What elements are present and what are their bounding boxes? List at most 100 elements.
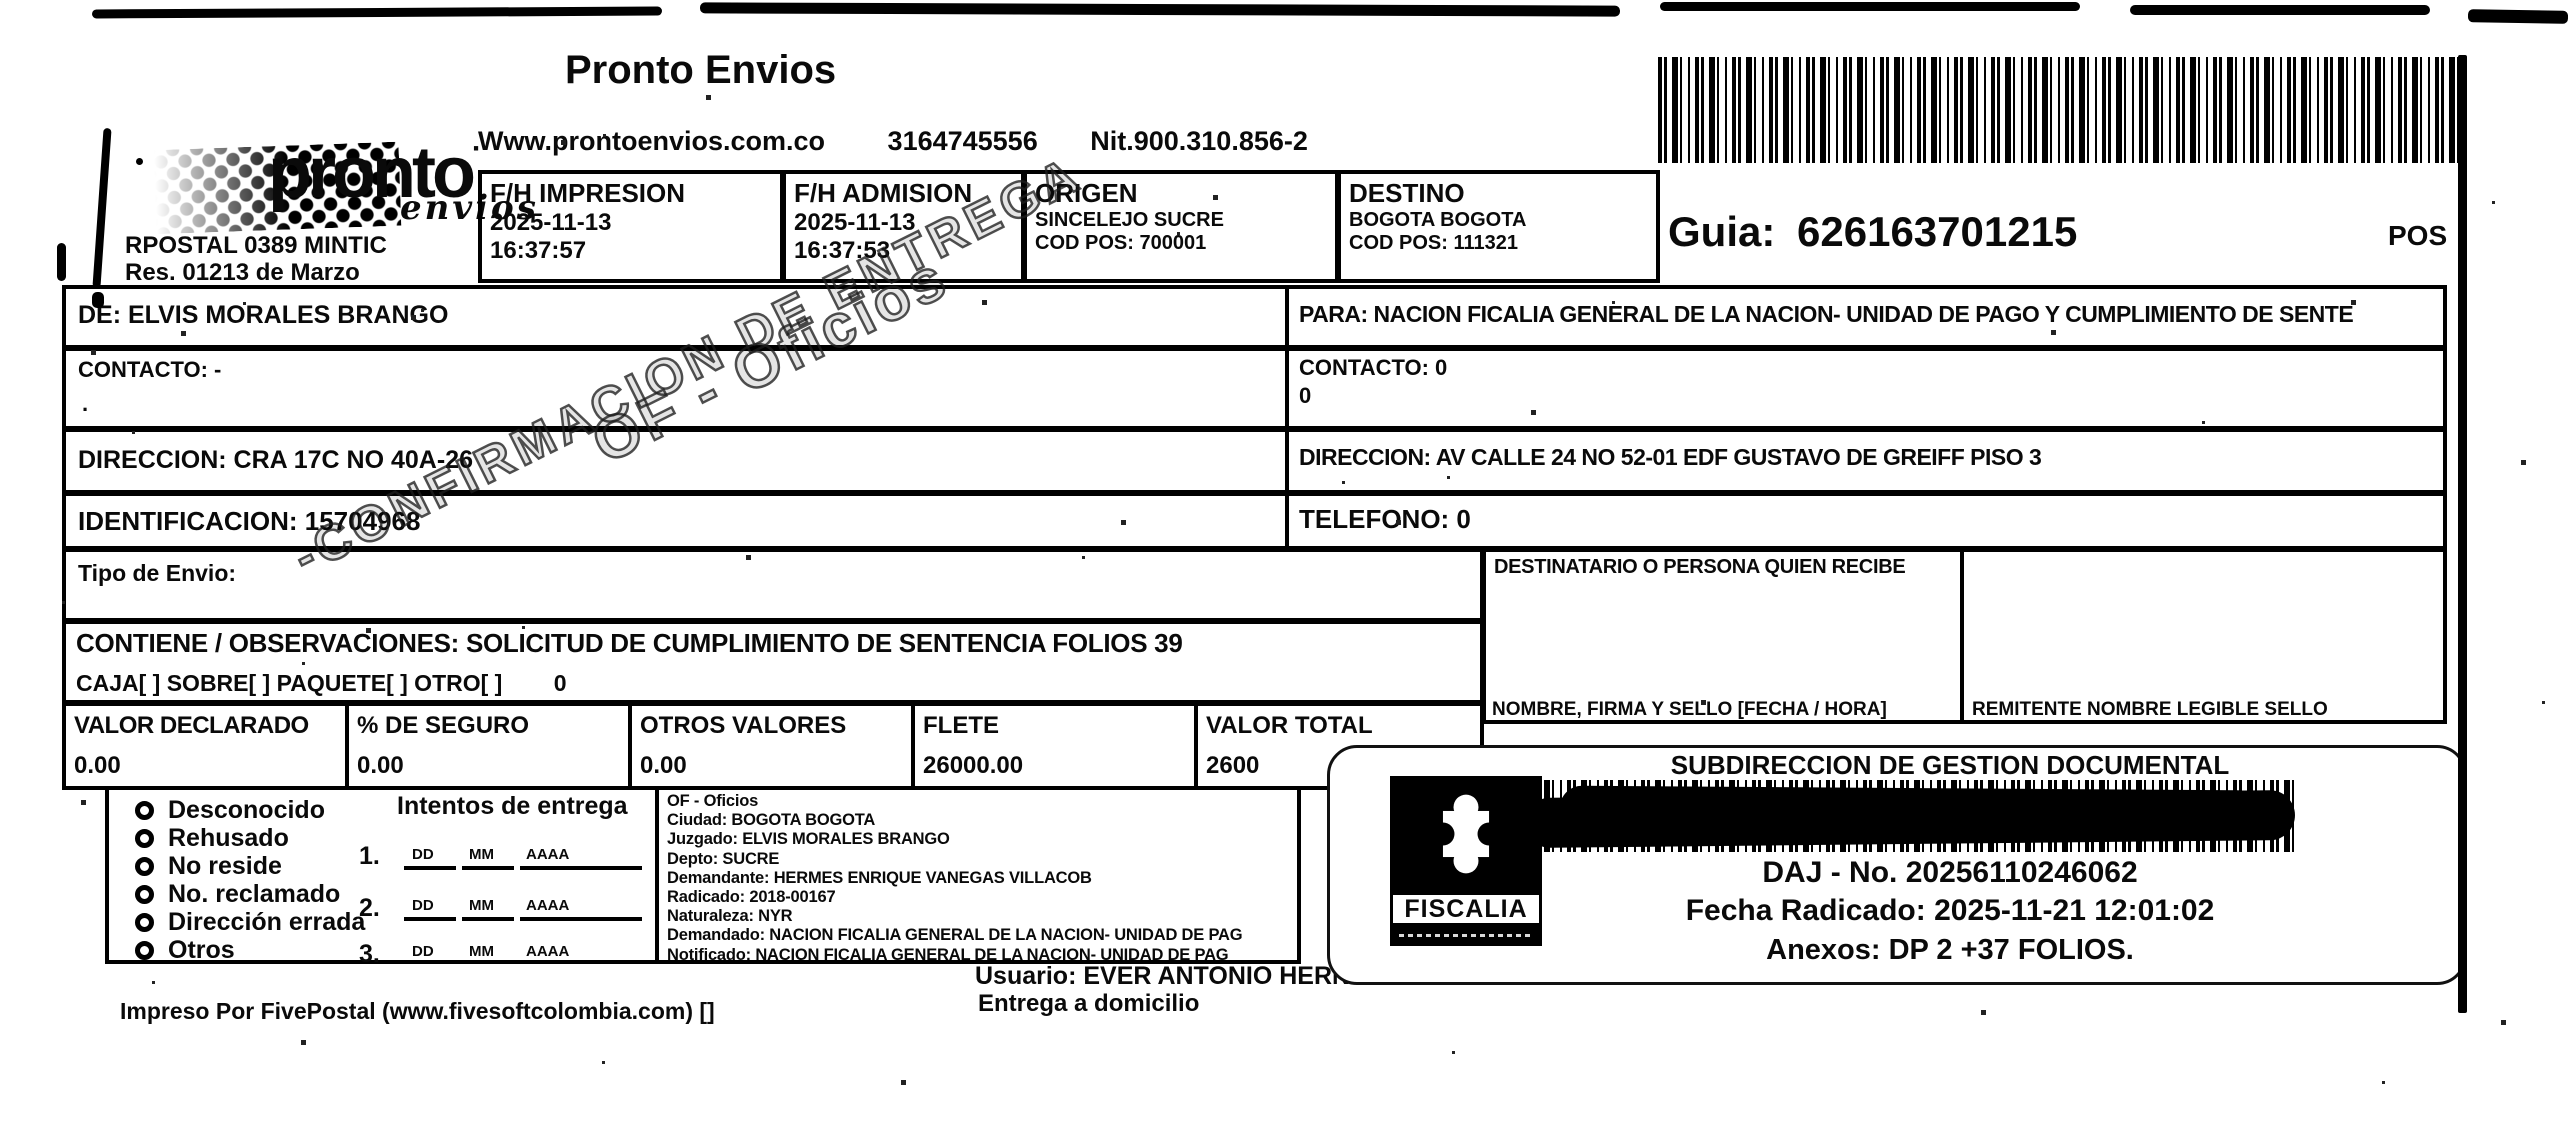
page-title: Pronto Envios	[565, 48, 837, 92]
valor-total-header: VALOR TOTAL	[1206, 712, 1373, 739]
guia-label: Guia:	[1668, 208, 1776, 255]
contiene-text: CONTIENE / OBSERVACIONES: SOLICITUD DE C…	[76, 628, 1183, 658]
seguro-header: % DE SEGURO	[357, 712, 530, 739]
recipient-address: DIRECCION: AV CALLE 24 NO 52-01 EDF GUST…	[1299, 444, 2042, 470]
intento-3-line-dd	[404, 960, 456, 964]
sender-name: DE: ELVIS MORALES BRANGO	[78, 301, 449, 329]
puzzle-piece-icon	[1390, 776, 1542, 892]
status-option-no-reclamado: No. reclamado	[135, 880, 340, 909]
valor-declarado-amount: 0.00	[74, 752, 121, 779]
tipo-envio-row: Tipo de Envio:	[62, 548, 1484, 622]
intento-1-aaaa: AAAA	[526, 846, 570, 863]
scan-artifact	[2130, 5, 2430, 15]
origen-city: SINCELEJO SUCRE	[1035, 209, 1224, 231]
recipient-phone: TELEFONO: 0	[1299, 504, 1471, 534]
intento-2-aaaa: AAAA	[526, 897, 570, 914]
fiscalia-tagline-strip	[1390, 926, 1542, 946]
oficios-radicado: Radicado: 2018-00167	[667, 888, 836, 907]
scan-artifact	[91, 6, 663, 19]
valor-declarado-cell: VALOR DECLARADO 0.00	[62, 702, 349, 790]
scan-edge-line	[2458, 55, 2467, 1013]
guia-number-line: Guia: 626163701215	[1668, 208, 2077, 256]
otros-valores-cell: OTROS VALORES 0.00	[628, 702, 915, 790]
intento-1-mm: MM	[469, 846, 494, 863]
intento-2-num: 2.	[359, 894, 380, 922]
status-label: No reside	[168, 852, 282, 880]
stamp-title: SUBDIRECCION DE GESTION DOCUMENTAL	[1670, 750, 2230, 780]
oficios-demandado: Demandado: NACION FICALIA GENERAL DE LA …	[667, 926, 1243, 945]
origen-codpos: COD POS: 700001	[1035, 232, 1207, 254]
stamp-fecha-radicado: Fecha Radicado: 2025-11-21 12:01:02	[1685, 894, 2215, 927]
fh-admision-date: 2025-11-13	[794, 209, 916, 236]
guia-number: 626163701215	[1797, 208, 2078, 255]
flete-header: FLETE	[923, 712, 999, 739]
intento-2-mm: MM	[469, 897, 494, 914]
destino-codpos: COD POS: 111321	[1349, 232, 1518, 254]
status-option-rehusado: Rehusado	[135, 824, 289, 853]
intento-3-line-aaaa	[520, 960, 642, 964]
intento-1-num: 1.	[359, 842, 380, 870]
sender-address: DIRECCION: CRA 17C NO 40A-26	[78, 446, 473, 474]
radio-circle-icon	[135, 885, 154, 904]
stamp-anexos: Anexos: DP 2 +37 FOLIOS.	[1766, 934, 2134, 966]
intento-3-line-mm	[462, 960, 514, 964]
usuario-line: Usuario: EVER ANTONIO HERNA	[975, 962, 1369, 990]
intento-1-dd: DD	[412, 846, 434, 863]
pronto-logo: pronto·	[268, 132, 482, 214]
fh-impresion-label: F/H IMPRESION	[490, 178, 686, 208]
sender-id: IDENTIFICACION: 15704968	[78, 506, 421, 536]
phone: 3164745556	[887, 126, 1038, 156]
fh-admision-label: F/H ADMISION	[794, 178, 973, 208]
status-option-otros: Otros	[135, 936, 235, 965]
destino-box: DESTINO BOGOTA BOGOTA COD POS: 111321	[1337, 170, 1660, 283]
status-label: Dirección errada	[168, 908, 366, 936]
intento-3-mm: MM	[469, 943, 494, 960]
fh-impresion-date: 2025-11-13	[490, 209, 612, 236]
status-option-direccion-errada: Dirección errada	[135, 908, 365, 937]
guia-barcode	[1658, 57, 2458, 163]
intento-3-dd: DD	[412, 943, 434, 960]
recipient-contact-line2: 0	[1299, 383, 1312, 408]
status-option-desconocido: Desconocido	[135, 796, 325, 825]
recipient-name-row: PARA: NACION FICALIA GENERAL DE LA NACIO…	[1285, 285, 2447, 349]
rpostal-line1: RPOSTAL 0389 MINTIC	[125, 232, 387, 259]
impreso-line: Impreso Por FivePostal (www.fivesoftcolo…	[120, 998, 715, 1024]
delivery-status-box: Desconocido Rehusado No reside No. recla…	[105, 786, 1301, 968]
oficios-naturaleza: Naturaleza: NYR	[667, 907, 793, 926]
intento-2-line-mm	[462, 917, 514, 921]
radio-circle-icon	[135, 829, 154, 848]
status-label: Desconocido	[168, 796, 325, 824]
destinatario-header: DESTINATARIO O PERSONA QUIEN RECIBE	[1494, 556, 1906, 578]
tipo-envio-label: Tipo de Envio:	[78, 560, 237, 586]
intento-1-line-aaaa	[520, 866, 642, 870]
destinatario-box: DESTINATARIO O PERSONA QUIEN RECIBE NOMB…	[1482, 548, 1964, 724]
fiscalia-logo: FISCALIA	[1390, 776, 1542, 946]
fh-admision-box: F/H ADMISION 2025-11-13 16:37:53	[782, 170, 1025, 283]
pos-label: POS	[2388, 220, 2448, 251]
radio-circle-icon	[135, 941, 154, 960]
rpostal-line2: Res. 01213 de Marzo	[125, 259, 360, 286]
scan-artifact	[136, 158, 143, 165]
logo-text: pronto	[268, 133, 476, 213]
recipient-address-row: DIRECCION: AV CALLE 24 NO 52-01 EDF GUST…	[1285, 428, 2447, 494]
scan-artifact	[57, 243, 66, 281]
radio-circle-icon	[135, 913, 154, 932]
seguro-amount: 0.00	[357, 752, 404, 779]
contiene-row: CONTIENE / OBSERVACIONES: SOLICITUD DE C…	[62, 620, 1484, 704]
status-label: Otros	[168, 936, 235, 964]
otros-valores-amount: 0.00	[640, 752, 687, 779]
scan-artifact	[2467, 9, 2568, 24]
sender-contact: CONTACTO: -	[78, 357, 222, 382]
flete-cell: FLETE 26000.00	[911, 702, 1198, 790]
oficios-notificado: Notificado: NACION FICALIA GENERAL DE LA…	[667, 945, 1229, 964]
status-label: Rehusado	[168, 824, 289, 852]
radio-circle-icon	[135, 857, 154, 876]
entrega-line: Entrega a domicilio	[978, 990, 1200, 1017]
destino-label: DESTINO	[1349, 178, 1465, 208]
package-line: CAJA[ ] SOBRE[ ] PAQUETE[ ] OTRO[ ] 0	[76, 670, 567, 697]
sender-contact-line2: .	[82, 391, 89, 416]
scan-artifact	[92, 127, 112, 289]
intento-3-num: 3.	[359, 940, 380, 968]
oficios-title: OF - Oficios	[667, 792, 759, 810]
intento-1-line-dd	[404, 866, 456, 870]
